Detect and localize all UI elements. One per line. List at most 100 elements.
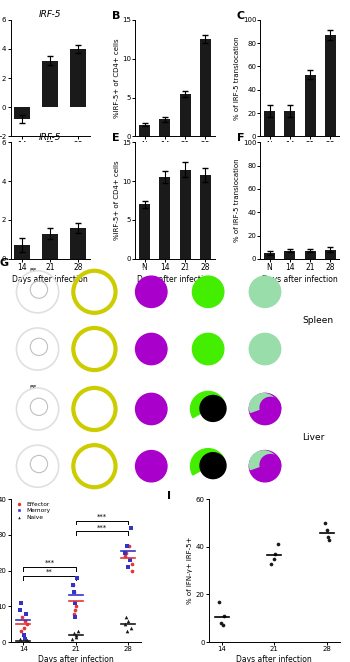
Point bbox=[17, 604, 23, 615]
Circle shape bbox=[249, 451, 281, 482]
Text: ***: *** bbox=[97, 514, 107, 520]
Point bbox=[71, 587, 77, 597]
X-axis label: Days after infection: Days after infection bbox=[38, 655, 114, 662]
Bar bbox=[20, 488, 22, 491]
Bar bbox=[14, 245, 30, 259]
Circle shape bbox=[249, 393, 281, 424]
Title: IRF-5: IRF-5 bbox=[39, 132, 61, 142]
Y-axis label: % of IRF-5 translocation: % of IRF-5 translocation bbox=[234, 36, 240, 120]
Text: IRF-5: IRF-5 bbox=[186, 385, 201, 391]
Text: ***: *** bbox=[44, 560, 55, 566]
Point bbox=[216, 596, 222, 607]
Bar bbox=[139, 124, 150, 136]
Point bbox=[123, 547, 129, 558]
Y-axis label: % of IRF-5 translocation: % of IRF-5 translocation bbox=[234, 159, 240, 242]
Point bbox=[72, 598, 78, 608]
Bar bbox=[139, 205, 150, 259]
Bar bbox=[304, 251, 316, 259]
Point bbox=[24, 619, 29, 630]
Point bbox=[18, 636, 24, 647]
Text: DAPI/IRF-5: DAPI/IRF-5 bbox=[234, 268, 265, 273]
Point bbox=[71, 580, 76, 591]
Point bbox=[123, 612, 128, 622]
Circle shape bbox=[200, 395, 226, 422]
Circle shape bbox=[193, 334, 224, 365]
Legend: Effector, Memory, Naive: Effector, Memory, Naive bbox=[13, 502, 50, 520]
Circle shape bbox=[135, 393, 167, 424]
Point bbox=[22, 634, 28, 644]
Point bbox=[73, 630, 79, 640]
Text: DAPI: DAPI bbox=[133, 268, 147, 273]
Point bbox=[124, 626, 129, 637]
Point bbox=[70, 580, 76, 591]
Text: IRF-5: IRF-5 bbox=[186, 268, 201, 273]
Text: DAPI/IRF-5: DAPI/IRF-5 bbox=[234, 385, 265, 391]
Text: I: I bbox=[167, 491, 171, 500]
Point bbox=[124, 540, 130, 551]
Point bbox=[221, 610, 226, 621]
Bar bbox=[325, 35, 336, 136]
Point bbox=[72, 604, 78, 615]
Bar bbox=[25, 371, 28, 373]
Bar bbox=[70, 49, 86, 107]
Bar bbox=[284, 251, 295, 259]
Text: Spleen: Spleen bbox=[302, 316, 333, 325]
X-axis label: Days after infection: Days after infection bbox=[262, 275, 338, 284]
Circle shape bbox=[135, 451, 167, 482]
Point bbox=[22, 616, 28, 626]
Point bbox=[324, 525, 330, 536]
Bar bbox=[25, 488, 28, 491]
Bar bbox=[200, 175, 211, 259]
Title: IRF-5: IRF-5 bbox=[39, 10, 61, 19]
Circle shape bbox=[249, 276, 281, 307]
Point bbox=[322, 518, 328, 528]
Y-axis label: % of IFN-γ+ IRF-5+: % of IFN-γ+ IRF-5+ bbox=[187, 537, 193, 604]
Point bbox=[70, 634, 75, 644]
Point bbox=[71, 587, 77, 597]
Circle shape bbox=[135, 334, 167, 365]
Bar bbox=[70, 228, 86, 259]
Text: B: B bbox=[112, 11, 120, 21]
Point bbox=[128, 522, 133, 533]
Text: CD4: CD4 bbox=[77, 268, 90, 273]
Bar bbox=[159, 177, 170, 259]
Point bbox=[272, 549, 277, 559]
Point bbox=[128, 622, 134, 633]
Point bbox=[218, 618, 224, 628]
Y-axis label: %IRF-5+ of CD4+ cells: %IRF-5+ of CD4+ cells bbox=[113, 38, 119, 118]
Point bbox=[21, 622, 27, 633]
Wedge shape bbox=[190, 449, 225, 475]
Point bbox=[73, 601, 79, 612]
X-axis label: Days after infection: Days after infection bbox=[236, 655, 312, 662]
Point bbox=[17, 634, 22, 644]
Text: BF: BF bbox=[29, 385, 37, 391]
Point bbox=[129, 558, 134, 569]
Circle shape bbox=[260, 455, 281, 475]
Point bbox=[122, 619, 128, 630]
Bar bbox=[325, 250, 336, 259]
Point bbox=[129, 565, 134, 576]
Bar bbox=[14, 107, 30, 119]
Circle shape bbox=[249, 334, 281, 365]
Text: F: F bbox=[237, 133, 244, 143]
Circle shape bbox=[260, 397, 281, 418]
Point bbox=[20, 612, 25, 622]
Wedge shape bbox=[250, 451, 277, 469]
Bar bbox=[14, 371, 17, 373]
Bar bbox=[42, 61, 58, 107]
Point bbox=[18, 598, 23, 608]
Point bbox=[74, 632, 79, 642]
Point bbox=[127, 555, 132, 565]
Y-axis label: %IRF-5+ of CD4+ cells: %IRF-5+ of CD4+ cells bbox=[113, 161, 119, 240]
Point bbox=[122, 547, 128, 558]
Point bbox=[74, 573, 79, 583]
Point bbox=[75, 626, 80, 637]
Point bbox=[23, 636, 28, 646]
Bar bbox=[14, 488, 17, 491]
Point bbox=[275, 539, 281, 549]
Bar bbox=[264, 253, 275, 259]
Circle shape bbox=[200, 453, 226, 479]
Point bbox=[24, 635, 29, 645]
X-axis label: Days after infection: Days after infection bbox=[12, 275, 88, 284]
X-axis label: Days after infection: Days after infection bbox=[137, 275, 213, 284]
